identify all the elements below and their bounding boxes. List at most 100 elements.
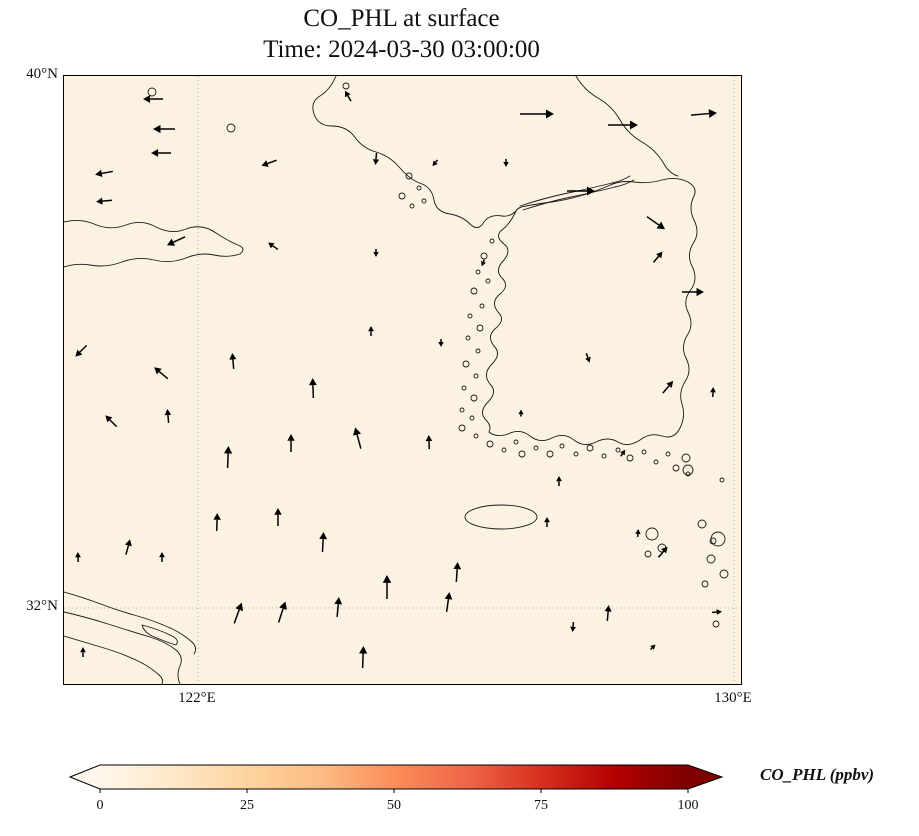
island-outline xyxy=(627,455,633,461)
island-outline xyxy=(666,452,670,456)
wind-vector-arrow xyxy=(319,532,327,552)
wind-vector-arrow xyxy=(570,622,576,632)
wind-vector-arrow xyxy=(373,249,378,257)
wind-vector-arrow xyxy=(635,529,640,537)
island-outline xyxy=(707,555,715,563)
jeju-island-outline xyxy=(465,505,537,529)
wind-vector-arrow xyxy=(445,592,453,612)
wind-vector-arrow xyxy=(224,446,232,468)
map-plot-area xyxy=(63,75,742,685)
wind-vector-arrow xyxy=(151,149,171,157)
colorbar: 0255075100 xyxy=(63,763,740,825)
island-outline xyxy=(227,124,235,132)
island-outline xyxy=(422,199,426,203)
island-outline xyxy=(477,325,483,331)
island-outline xyxy=(490,239,494,243)
island-outline xyxy=(646,528,658,540)
wind-vector-arrow xyxy=(556,476,562,486)
island-outline xyxy=(148,88,156,96)
island-outline xyxy=(683,465,693,475)
colorbar-tick-label: 25 xyxy=(240,798,254,813)
colorbar-gradient-bar xyxy=(70,765,722,789)
island-outline xyxy=(474,434,478,438)
lat-tick-label-40n: 40°N xyxy=(6,66,58,83)
colorbar-tick-label: 75 xyxy=(534,798,548,813)
island-outline xyxy=(481,253,487,259)
wind-vector-arrow xyxy=(213,513,220,531)
wind-vector-arrow xyxy=(373,153,379,165)
island-outline xyxy=(616,448,620,452)
figure-title: CO_PHL at surface Time: 2024-03-30 03:00… xyxy=(63,4,740,65)
island-outline xyxy=(480,304,484,308)
colorbar-label: CO_PHL (ppbv) xyxy=(760,765,918,785)
island-outline xyxy=(645,551,651,557)
island-outline xyxy=(587,445,593,451)
coastline-path xyxy=(313,76,516,228)
island-outline xyxy=(514,440,518,444)
wind-vector-arrow xyxy=(345,91,351,101)
wind-vector-arrow xyxy=(279,602,287,623)
wind-vector-arrow xyxy=(608,121,638,130)
lon-tick-label-130e: 130°E xyxy=(701,690,765,707)
wind-vector-arrow xyxy=(518,410,523,417)
island-outline xyxy=(673,465,679,471)
island-outline xyxy=(471,395,477,401)
wind-vector-arrow xyxy=(229,353,236,369)
island-outline xyxy=(343,83,349,89)
island-outline xyxy=(502,448,506,452)
coastline-path xyxy=(523,180,634,210)
lon-tick-label-122e: 122°E xyxy=(165,690,229,707)
coastline-path xyxy=(64,220,243,267)
island-outline xyxy=(642,450,646,454)
wind-vector-arrow xyxy=(663,381,673,393)
wind-vector-arrow xyxy=(368,326,374,336)
coastlines xyxy=(64,76,728,684)
coastline-path xyxy=(142,625,177,645)
island-outline xyxy=(698,520,706,528)
wind-vector-arrow xyxy=(309,378,317,398)
wind-vector-arrow xyxy=(383,575,392,599)
coastline-path xyxy=(482,178,697,444)
wind-vector-arrow xyxy=(691,109,717,118)
wind-vector-arrow xyxy=(682,288,704,296)
island-outline xyxy=(602,454,606,458)
island-outline xyxy=(682,454,690,462)
map-plot-svg xyxy=(64,76,741,684)
wind-vector-arrow xyxy=(712,609,722,615)
wind-vector-arrow xyxy=(585,353,590,362)
wind-vector-arrow xyxy=(167,237,185,246)
lat-tick-label-32n: 32°N xyxy=(6,598,58,615)
coastline-path xyxy=(64,612,181,684)
title-line-2: Time: 2024-03-30 03:00:00 xyxy=(63,35,740,66)
island-outline xyxy=(399,193,405,199)
wind-vector-arrow xyxy=(75,552,81,562)
wind-vector-arrow xyxy=(359,646,367,668)
wind-vector-arrow xyxy=(165,409,172,423)
wind-vector-arrow xyxy=(659,547,668,558)
wind-vector-arrow xyxy=(544,517,550,527)
island-outline xyxy=(519,451,525,457)
island-outline xyxy=(459,425,465,431)
figure-canvas: CO_PHL at surface Time: 2024-03-30 03:00… xyxy=(0,0,919,836)
wind-vector-arrow xyxy=(334,597,342,617)
island-outline xyxy=(466,336,470,340)
colorbar-tick-label: 50 xyxy=(387,798,401,813)
wind-vector-arrow xyxy=(710,387,716,397)
wind-vector-arrow xyxy=(426,435,433,449)
island-outline xyxy=(462,386,466,390)
island-outline xyxy=(471,288,477,294)
wind-vector-arrow xyxy=(96,198,112,205)
title-line-1: CO_PHL at surface xyxy=(63,4,740,35)
wind-vector-arrow xyxy=(268,243,278,250)
wind-vector-arrow xyxy=(153,125,175,133)
wind-vectors xyxy=(75,91,722,668)
wind-vector-arrow xyxy=(503,159,508,167)
colorbar-tick-label: 0 xyxy=(97,798,104,813)
island-outline xyxy=(470,416,474,420)
wind-vector-arrow xyxy=(234,603,243,624)
wind-vector-arrow xyxy=(125,539,132,554)
wind-vector-arrow xyxy=(605,605,612,621)
wind-vector-arrow xyxy=(654,252,663,263)
wind-vector-arrow xyxy=(154,367,168,379)
island-outline xyxy=(574,452,578,456)
